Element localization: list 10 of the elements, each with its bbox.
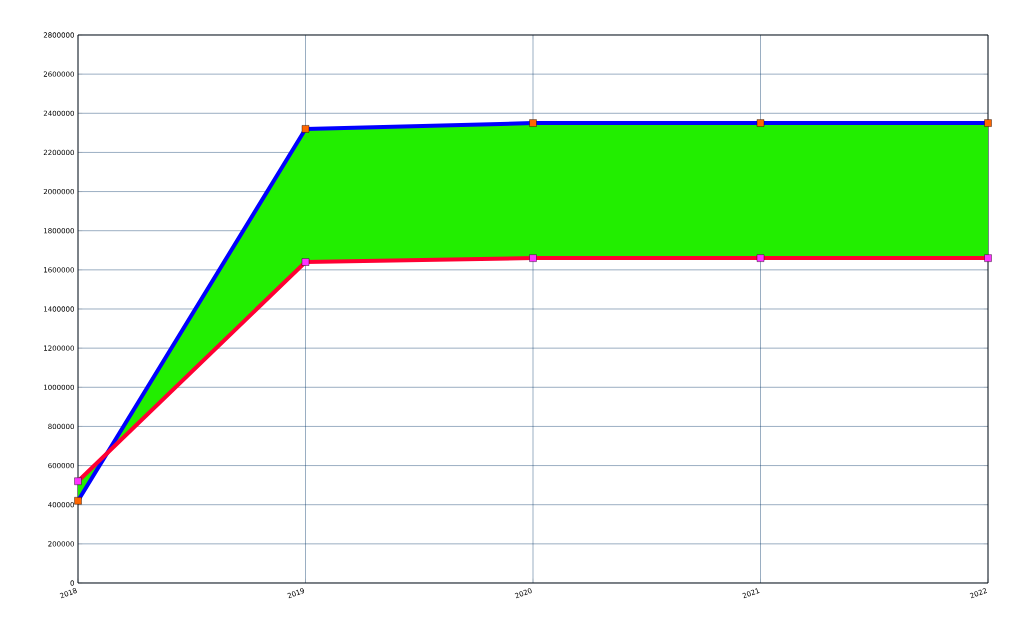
point [756,254,765,262]
point [529,119,537,127]
point [984,254,992,262]
point [301,258,310,266]
point [74,477,82,485]
point [301,125,310,133]
point [74,497,82,505]
point [984,119,992,127]
point [756,119,765,127]
point [529,254,537,262]
